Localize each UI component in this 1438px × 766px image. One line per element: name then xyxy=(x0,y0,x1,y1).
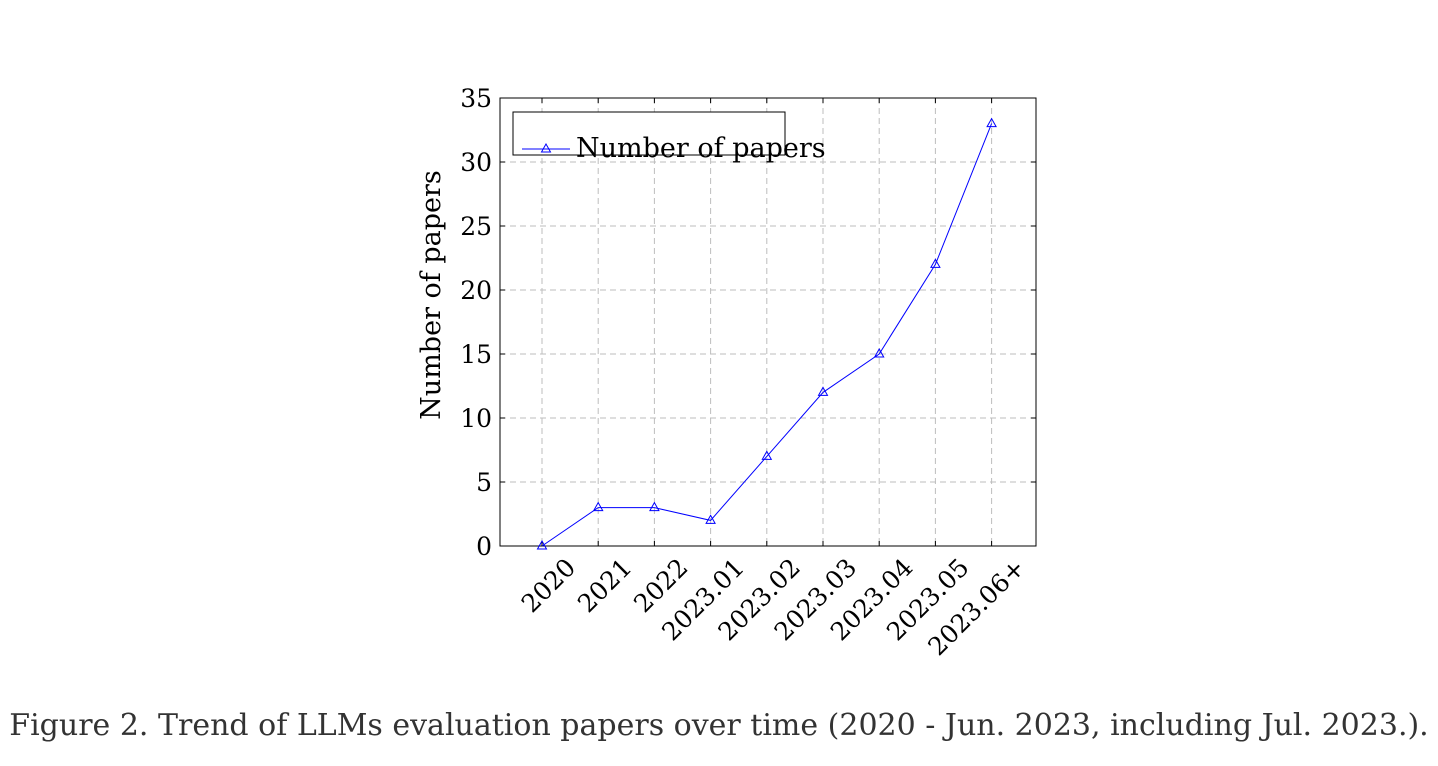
data-point-marker xyxy=(705,514,716,524)
data-series xyxy=(536,117,997,550)
y-tick-label: 20 xyxy=(460,276,492,305)
y-tick-label: 25 xyxy=(460,212,492,241)
plot-area-frame xyxy=(499,97,1037,547)
grid-lines xyxy=(500,98,1036,546)
data-point-marker xyxy=(536,539,548,550)
data-point-marker xyxy=(930,258,941,268)
y-tick-label: 10 xyxy=(460,404,492,433)
y-tick-label: 5 xyxy=(476,468,492,497)
data-point-marker xyxy=(761,450,773,460)
y-axis-ticks: 0 5 10 15 20 25 30 35 xyxy=(460,84,1036,561)
y-tick-label: 0 xyxy=(476,532,492,561)
legend-label: Number of papers xyxy=(576,133,826,164)
legend: Number of papers xyxy=(512,111,826,164)
x-tick-label: 2020 xyxy=(516,553,581,618)
data-point-marker xyxy=(649,501,660,512)
data-point-marker xyxy=(986,117,997,128)
data-point-marker xyxy=(592,501,604,512)
y-tick-label: 35 xyxy=(460,84,492,113)
y-tick-label: 30 xyxy=(460,148,492,177)
legend-triangle-marker xyxy=(540,142,552,153)
data-point-marker xyxy=(817,386,829,396)
x-tick-label: 2021 xyxy=(572,553,637,618)
data-point-marker xyxy=(873,347,885,358)
legend-box xyxy=(512,111,786,156)
figure-caption: Figure 2. Trend of LLMs evaluation paper… xyxy=(9,708,1429,743)
y-tick-label: 15 xyxy=(460,340,492,369)
x-axis-ticks: 2020202120222023.012023.022023.032023.04… xyxy=(516,98,1031,661)
y-axis-label: Number of papers xyxy=(416,170,447,420)
series-line xyxy=(541,123,993,547)
